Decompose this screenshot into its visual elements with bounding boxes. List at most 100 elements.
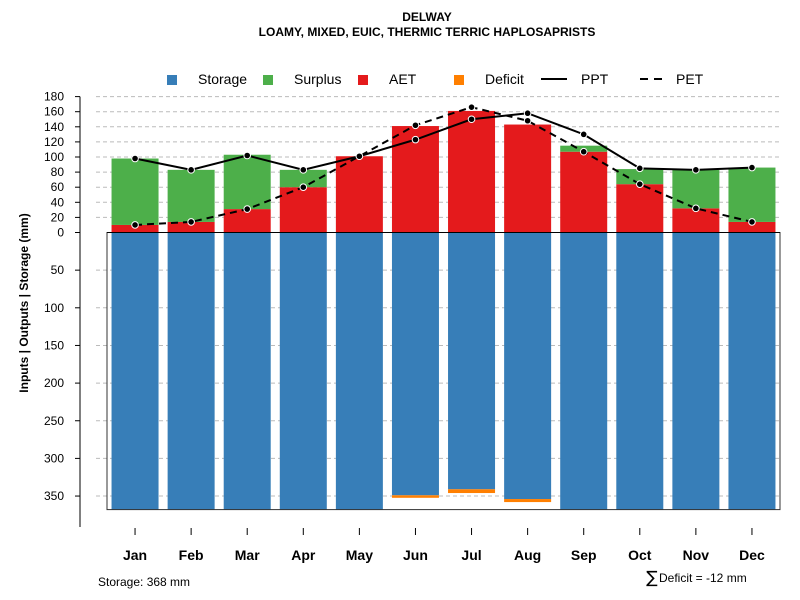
y-tick-label: 200	[44, 376, 64, 390]
legend: Storage Surplus AET Deficit PPT PET	[167, 71, 704, 87]
y-tick-label: 250	[44, 414, 64, 428]
deficit-bar	[391, 495, 439, 498]
storage-note: Storage: 368 mm	[98, 575, 190, 589]
surplus-bar	[167, 169, 215, 222]
pet-line	[134, 106, 753, 226]
axes: 0204060801001201401601805010015020025030…	[44, 90, 781, 563]
ppt-line	[134, 112, 752, 171]
legend-label-deficit: Deficit	[485, 71, 524, 87]
x-tick-label: Feb	[179, 547, 204, 563]
pet-point	[523, 116, 532, 125]
x-tick-label: Sep	[571, 547, 597, 563]
y-tick-label: 150	[44, 338, 64, 352]
ppt-point	[467, 115, 476, 124]
pet-point	[692, 204, 700, 213]
ppt-point	[187, 166, 195, 174]
x-tick-label: Dec	[739, 547, 765, 563]
deficit-bar	[504, 499, 552, 503]
legend-swatch-aet	[358, 75, 368, 85]
storage-bar	[391, 232, 439, 496]
deficit-note: Deficit = -12 mm	[659, 571, 747, 585]
y-axis-title: Inputs | Outputs | Storage (mm)	[17, 213, 31, 392]
ppt-point	[748, 163, 756, 172]
pet-point	[299, 183, 308, 191]
surplus-bar	[111, 158, 159, 225]
pet-point	[411, 121, 420, 130]
x-tick-label: Nov	[683, 547, 710, 563]
x-tick-label: Jun	[403, 547, 428, 563]
surplus-bar	[672, 169, 720, 209]
storage-bar	[335, 232, 383, 510]
ppt-point	[299, 166, 308, 174]
x-tick-label: Oct	[628, 547, 652, 563]
ppt-point	[692, 166, 700, 174]
y-tick-label: 120	[44, 135, 64, 149]
storage-bar	[223, 232, 271, 510]
x-tick-label: Jul	[461, 547, 481, 563]
pet-point	[187, 218, 195, 226]
surplus-bar	[616, 169, 664, 185]
storage-bar	[560, 232, 608, 510]
aet-bar	[616, 184, 664, 233]
legend-swatch-deficit	[454, 75, 464, 85]
x-tick-label: Mar	[235, 547, 260, 563]
storage-bar	[448, 232, 496, 490]
series-lines	[131, 103, 756, 229]
aet-bar	[279, 187, 327, 233]
storage-bar	[616, 232, 664, 510]
y-tick-label: 180	[44, 90, 64, 104]
chart-subtitle: LOAMY, MIXED, EUIC, THERMIC TERRIC HAPLO…	[259, 25, 596, 39]
deficit-bar	[448, 489, 496, 494]
y-tick-label: 60	[51, 180, 65, 194]
y-tick-label: 100	[44, 150, 64, 164]
y-tick-label: 100	[44, 301, 64, 315]
ppt-point	[635, 164, 644, 173]
ppt-point	[243, 151, 252, 160]
storage-bar	[167, 232, 215, 510]
storage-bar	[111, 232, 159, 510]
pet-point	[635, 180, 644, 188]
pet-point	[131, 221, 139, 229]
surplus-bar	[279, 169, 327, 188]
y-tick-label: 0	[57, 226, 64, 240]
y-tick-label: 50	[51, 263, 65, 277]
y-tick-label: 350	[44, 489, 64, 503]
legend-swatch-surplus	[263, 75, 273, 85]
surplus-bar	[728, 167, 776, 222]
legend-label-pet: PET	[676, 71, 704, 87]
aet-bar	[504, 124, 552, 233]
aet-bar	[448, 110, 496, 233]
legend-label-surplus: Surplus	[294, 71, 341, 87]
legend-label-aet: AET	[389, 71, 417, 87]
legend-swatch-storage	[167, 75, 177, 85]
y-tick-label: 300	[44, 451, 64, 465]
pet-point	[748, 218, 756, 226]
pet-point	[467, 103, 476, 111]
storage-bar	[672, 232, 720, 510]
pet-point	[243, 205, 252, 213]
aet-bar	[335, 156, 383, 233]
legend-label-storage: Storage	[198, 71, 247, 87]
ppt-point	[411, 135, 420, 144]
y-tick-label: 20	[51, 210, 65, 224]
y-tick-label: 140	[44, 120, 64, 134]
aet-bar	[560, 151, 608, 233]
legend-label-ppt: PPT	[581, 71, 609, 87]
bars	[111, 110, 776, 510]
x-tick-label: Apr	[291, 547, 316, 563]
y-tick-label: 160	[44, 105, 64, 119]
ppt-point	[579, 130, 588, 139]
chart-title: DELWAY	[402, 10, 452, 24]
pet-point	[355, 152, 364, 161]
ppt-point	[131, 154, 139, 163]
storage-bar	[728, 232, 776, 510]
aet-bar	[167, 221, 215, 233]
sum-icon: ∑	[646, 568, 658, 588]
ppt-point	[523, 109, 532, 118]
pet-point	[579, 147, 588, 156]
surplus-bar	[223, 154, 271, 210]
storage-bar	[279, 232, 327, 510]
y-tick-label: 80	[51, 165, 65, 179]
aet-bar	[223, 209, 271, 233]
